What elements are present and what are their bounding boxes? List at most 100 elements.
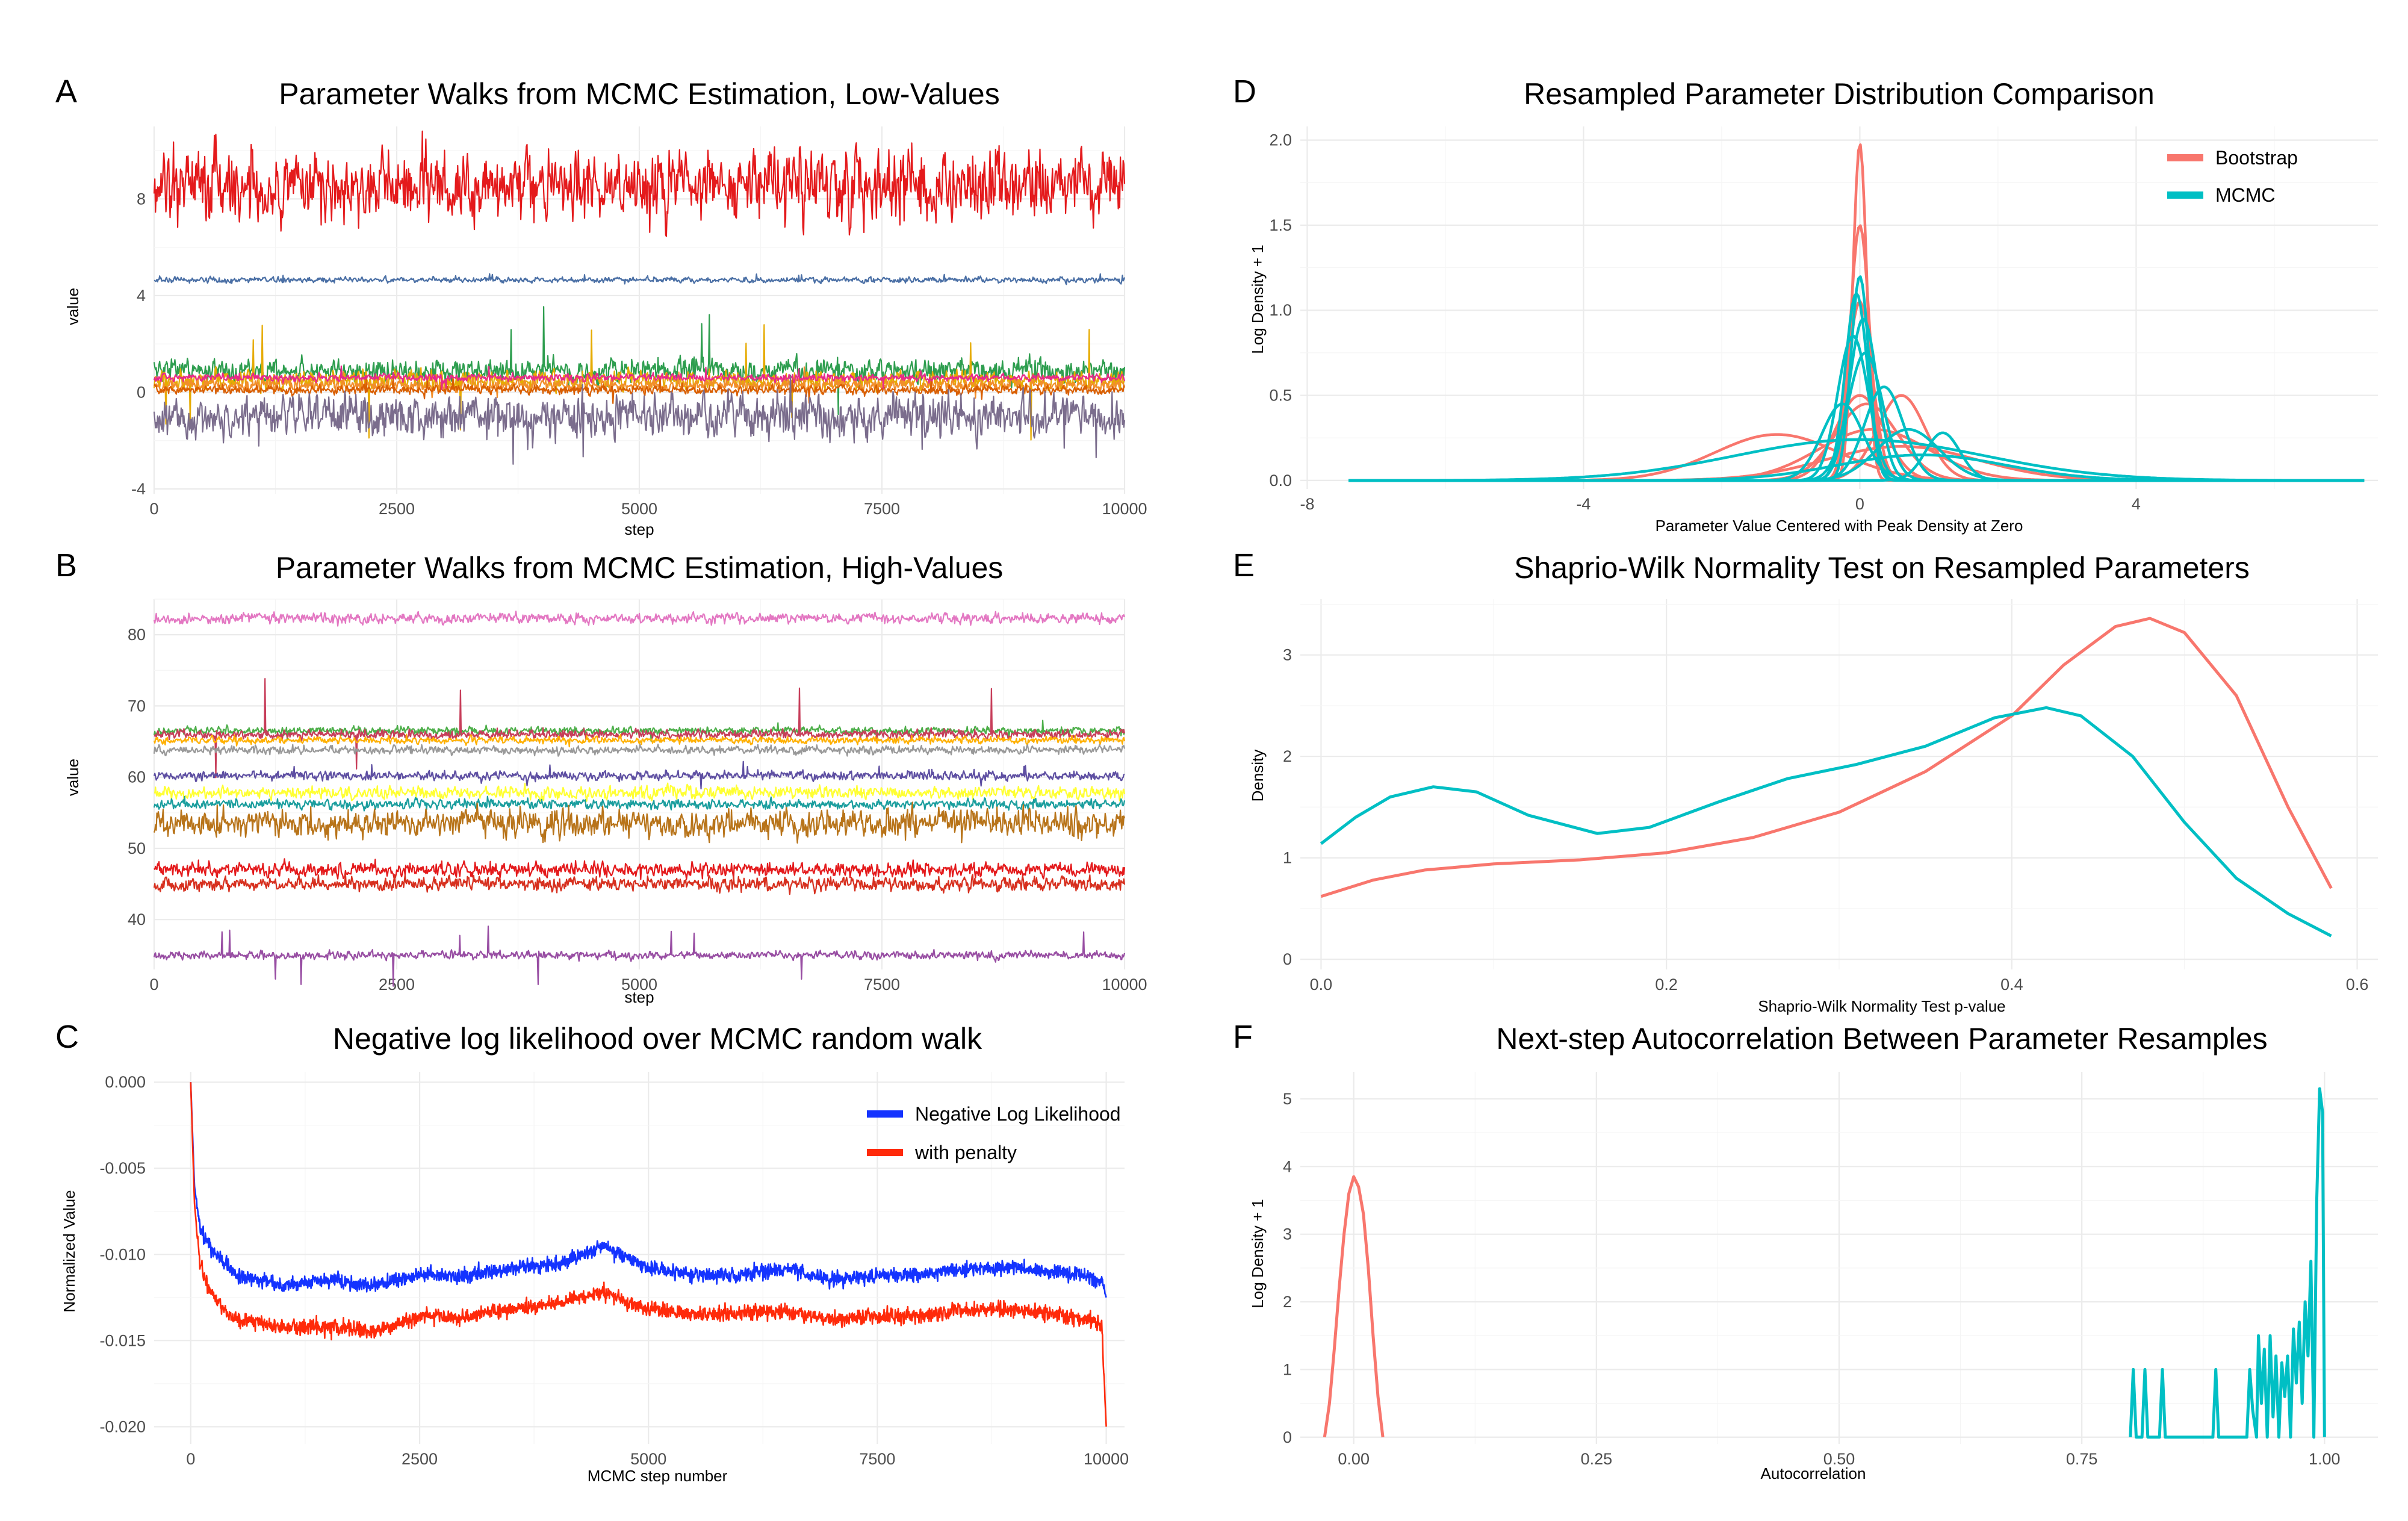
x-tick-label: 2500: [402, 1450, 438, 1468]
x-tick-label: -4: [1576, 495, 1590, 513]
x-tick-label: 0.50: [1823, 1450, 1855, 1468]
x-tick-label: 0.00: [1338, 1450, 1370, 1468]
series-line: [1320, 617, 2333, 898]
panel-f: F Next-step Autocorrelation Between Para…: [1233, 1019, 2378, 1482]
panel-d-plot-area: -8 -4 0 4 0.0 0.5 1.0 1.5 2.0 Bootstrap MCMC: [1269, 126, 2378, 513]
x-tick-label: 10000: [1102, 975, 1147, 994]
y-tick-label: 60: [128, 768, 146, 786]
series-line: [190, 1082, 1107, 1298]
x-tick-label: 2500: [379, 500, 415, 518]
panel-c-legend: Negative Log Likelihood with penalty: [867, 1103, 1121, 1163]
panel-f-gridlines: [1300, 1072, 2378, 1444]
panel-letter-a: A: [55, 73, 77, 110]
series-line: [153, 872, 1126, 895]
y-tick-label: 2: [1283, 1293, 1292, 1311]
panel-d-x-axis-label: Parameter Value Centered with Peak Densi…: [1656, 517, 2023, 535]
panel-c-series: [190, 1082, 1107, 1427]
legend-label: MCMC: [2215, 184, 2276, 206]
series-line: [1320, 706, 2332, 938]
y-tick-label: 70: [128, 697, 146, 715]
y-tick-label: 50: [128, 839, 146, 857]
series-line: [153, 743, 1126, 757]
y-tick-label: 0: [1283, 1428, 1292, 1446]
y-tick-label: 40: [128, 910, 146, 928]
panel-e-series: [1320, 617, 2333, 938]
panel-f-y-axis-label: Log Density + 1: [1249, 1199, 1267, 1308]
panel-a-x-axis-label: step: [624, 520, 654, 538]
x-tick-label: 0.6: [2346, 975, 2369, 994]
x-tick-label: 4: [2132, 495, 2141, 513]
x-tick-label: -8: [1300, 495, 1314, 513]
x-tick-label: 0: [1855, 495, 1864, 513]
y-tick-label: 5: [1283, 1090, 1292, 1108]
x-tick-label: 0.0: [1310, 975, 1333, 994]
panel-e-gridlines: [1300, 599, 2378, 969]
y-tick-label: 1: [1283, 1360, 1292, 1378]
panel-a-title: Parameter Walks from MCMC Estimation, Lo…: [279, 77, 1000, 111]
panel-e: E Shaprio-Wilk Normality Test on Resampl…: [1233, 547, 2378, 1015]
x-tick-label: 0.4: [2000, 975, 2023, 994]
y-tick-label: 4: [1283, 1157, 1292, 1175]
panel-d-y-axis-label: Log Density + 1: [1249, 244, 1267, 353]
panel-c-x-axis-label: MCMC step number: [588, 1467, 728, 1485]
y-tick-label: 1.5: [1269, 216, 1292, 234]
panel-d-legend: Bootstrap MCMC: [2167, 147, 2298, 206]
y-tick-label: 8: [137, 190, 146, 208]
y-tick-label: 0.000: [105, 1073, 146, 1091]
x-tick-label: 1.00: [2309, 1450, 2341, 1468]
x-tick-label: 5000: [630, 1450, 666, 1468]
y-tick-label: 0.5: [1269, 387, 1292, 405]
y-tick-label: 0.0: [1269, 471, 1292, 490]
y-tick-label: -0.015: [99, 1331, 146, 1349]
x-tick-label: 0.25: [1581, 1450, 1613, 1468]
y-tick-label: 1: [1283, 849, 1292, 867]
panel-letter-c: C: [55, 1019, 79, 1055]
panel-letter-b: B: [55, 547, 77, 583]
panel-f-x-axis-label: Autocorrelation: [1761, 1464, 1866, 1482]
series-line: [153, 365, 1126, 390]
panel-c-gridlines: [154, 1072, 1125, 1444]
y-tick-label: 3: [1283, 1225, 1292, 1243]
series-line: [1323, 1175, 1385, 1438]
series-line: [153, 130, 1126, 237]
series-line: [154, 375, 1125, 405]
panel-d-title: Resampled Parameter Distribution Compari…: [1524, 77, 2155, 111]
x-tick-label: 0: [149, 500, 158, 518]
y-tick-label: 0: [137, 383, 146, 401]
panel-c: C Negative log likelihood over MCMC rand…: [55, 1019, 1129, 1485]
series-line: [190, 1082, 1107, 1427]
panel-e-plot-area: 0.0 0.2 0.4 0.6 0 1 2 3: [1283, 599, 2378, 994]
series-line: [154, 677, 1126, 779]
y-tick-label: 80: [128, 626, 146, 644]
panel-b-plot-area: 0 2500 5000 7500 10000 40 50 60 70 80: [128, 599, 1147, 994]
panel-b-title: Parameter Walks from MCMC Estimation, Hi…: [276, 551, 1004, 585]
panel-d-series: [1348, 143, 2365, 482]
panel-f-series: [1323, 1087, 2326, 1439]
panel-f-title: Next-step Autocorrelation Between Parame…: [1496, 1022, 2267, 1056]
panel-e-title: Shaprio-Wilk Normality Test on Resampled…: [1514, 551, 2250, 585]
x-tick-label: 10000: [1084, 1450, 1129, 1468]
y-tick-label: -0.010: [99, 1245, 146, 1263]
panel-e-x-axis-label: Shaprio-Wilk Normality Test p-value: [1758, 997, 2005, 1015]
panel-a-series: [153, 130, 1126, 465]
panel-b: B Parameter Walks from MCMC Estimation, …: [55, 547, 1147, 1006]
x-tick-label: 10000: [1102, 500, 1147, 518]
series-line: [153, 611, 1126, 627]
y-tick-label: 1.0: [1269, 301, 1292, 319]
panel-letter-d: D: [1233, 73, 1256, 110]
panel-c-title: Negative log likelihood over MCMC random…: [333, 1022, 982, 1056]
y-tick-label: -0.005: [99, 1159, 146, 1177]
y-tick-label: -4: [131, 480, 146, 498]
panel-b-series: [153, 611, 1126, 987]
panel-a: A Parameter Walks from MCMC Estimation, …: [55, 73, 1147, 538]
series-line: [154, 782, 1126, 802]
y-tick-label: -0.020: [99, 1417, 146, 1435]
y-tick-label: 2: [1283, 747, 1292, 765]
panel-c-y-axis-label: Normalized Value: [60, 1190, 78, 1312]
y-tick-label: 4: [137, 287, 146, 305]
series-line: [154, 858, 1126, 880]
y-tick-label: 0: [1283, 950, 1292, 968]
x-tick-label: 7500: [864, 500, 900, 518]
